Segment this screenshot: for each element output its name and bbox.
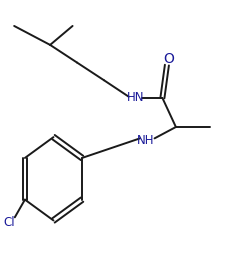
Text: Cl: Cl (3, 216, 15, 229)
Text: HN: HN (126, 91, 144, 104)
Text: NH: NH (136, 134, 154, 147)
Text: O: O (163, 52, 174, 66)
